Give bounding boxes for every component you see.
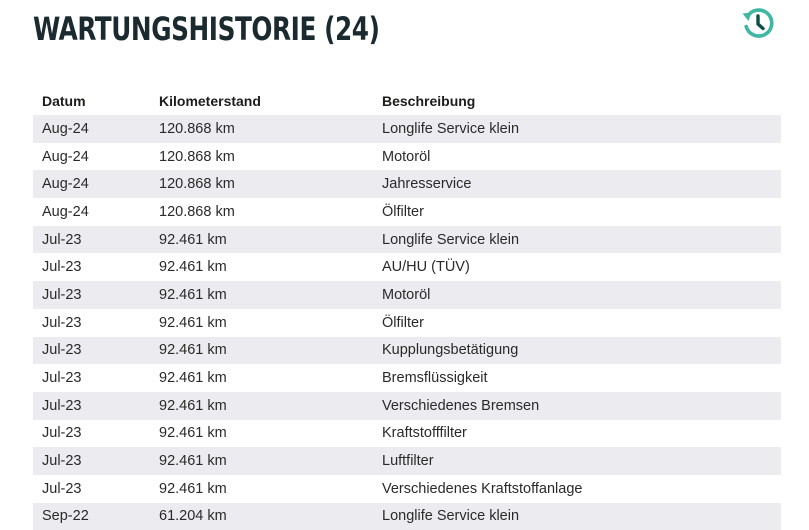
column-header-description: Beschreibung	[382, 93, 476, 109]
cell-description: Verschiedenes Kraftstoffanlage	[373, 474, 781, 503]
cell-date: Aug-24	[33, 142, 150, 171]
table-row: Jul-23 92.461 km Luftfilter	[33, 447, 781, 475]
history-clock-icon	[742, 8, 774, 38]
cell-mileage: 120.868 km	[150, 170, 373, 199]
cell-mileage: 61.204 km	[150, 502, 373, 530]
table-row: Aug-24 120.868 km Longlife Service klein	[33, 115, 781, 143]
cell-description: AU/HU (TÜV)	[373, 253, 781, 282]
cell-date: Jul-23	[33, 225, 150, 254]
cell-description: Longlife Service klein	[373, 115, 781, 143]
table-row: Jul-23 92.461 km Ölfilter	[33, 308, 781, 337]
table-row: Aug-24 120.868 km Jahresservice	[33, 170, 781, 199]
table-header-row: Datum Kilometerstand Beschreibung	[33, 87, 781, 115]
column-header-mileage: Kilometerstand	[159, 93, 261, 109]
table-row: Jul-23 92.461 km Kupplungsbetätigung	[33, 336, 781, 365]
cell-description: Ölfilter	[373, 198, 781, 226]
cell-mileage: 92.461 km	[150, 253, 373, 282]
cell-mileage: 92.461 km	[150, 281, 373, 309]
cell-description: Luftfilter	[373, 447, 781, 475]
table-row: Jul-23 92.461 km Longlife Service klein	[33, 225, 781, 254]
table-row: Jul-23 92.461 km Verschiedenes Kraftstof…	[33, 474, 781, 503]
cell-mileage: 92.461 km	[150, 474, 373, 503]
cell-date: Jul-23	[33, 308, 150, 337]
cell-date: Jul-23	[33, 281, 150, 309]
cell-date: Jul-23	[33, 336, 150, 365]
table-row: Sep-22 61.204 km Longlife Service klein	[33, 502, 781, 530]
cell-mileage: 120.868 km	[150, 198, 373, 226]
table-row: Jul-23 92.461 km Bremsflüssigkeit	[33, 364, 781, 392]
cell-mileage: 92.461 km	[150, 225, 373, 254]
cell-date: Aug-24	[33, 170, 150, 199]
cell-description: Verschiedenes Bremsen	[373, 391, 781, 420]
cell-date: Sep-22	[33, 502, 150, 530]
cell-mileage: 92.461 km	[150, 419, 373, 448]
cell-description: Jahresservice	[373, 170, 781, 199]
cell-date: Jul-23	[33, 253, 150, 282]
maintenance-history-table: Datum Kilometerstand Beschreibung Aug-24…	[33, 87, 781, 530]
cell-description: Bremsflüssigkeit	[373, 364, 781, 392]
page-title: WARTUNGSHISTORIE (24)	[33, 10, 380, 48]
cell-date: Jul-23	[33, 474, 150, 503]
cell-description: Motoröl	[373, 142, 781, 171]
table-row: Jul-23 92.461 km Verschiedenes Bremsen	[33, 391, 781, 420]
table-row: Jul-23 92.461 km Motoröl	[33, 281, 781, 309]
table-row: Aug-24 120.868 km Motoröl	[33, 142, 781, 171]
cell-mileage: 92.461 km	[150, 308, 373, 337]
cell-mileage: 92.461 km	[150, 336, 373, 365]
history-button[interactable]	[739, 4, 777, 42]
cell-date: Aug-24	[33, 198, 150, 226]
cell-mileage: 120.868 km	[150, 142, 373, 171]
cell-description: Motoröl	[373, 281, 781, 309]
cell-date: Aug-24	[33, 115, 150, 143]
cell-description: Longlife Service klein	[373, 502, 781, 530]
cell-description: Kraftstofffilter	[373, 419, 781, 448]
cell-description: Longlife Service klein	[373, 225, 781, 254]
cell-date: Jul-23	[33, 364, 150, 392]
cell-description: Ölfilter	[373, 308, 781, 337]
cell-date: Jul-23	[33, 447, 150, 475]
cell-mileage: 92.461 km	[150, 391, 373, 420]
cell-mileage: 92.461 km	[150, 364, 373, 392]
table-row: Jul-23 92.461 km Kraftstofffilter	[33, 419, 781, 448]
cell-date: Jul-23	[33, 391, 150, 420]
cell-mileage: 92.461 km	[150, 447, 373, 475]
table-row: Jul-23 92.461 km AU/HU (TÜV)	[33, 253, 781, 282]
cell-description: Kupplungsbetätigung	[373, 336, 781, 365]
cell-mileage: 120.868 km	[150, 115, 373, 143]
page-header: WARTUNGSHISTORIE (24)	[33, 8, 781, 52]
cell-date: Jul-23	[33, 419, 150, 448]
column-header-date: Datum	[42, 93, 86, 109]
table-row: Aug-24 120.868 km Ölfilter	[33, 198, 781, 226]
